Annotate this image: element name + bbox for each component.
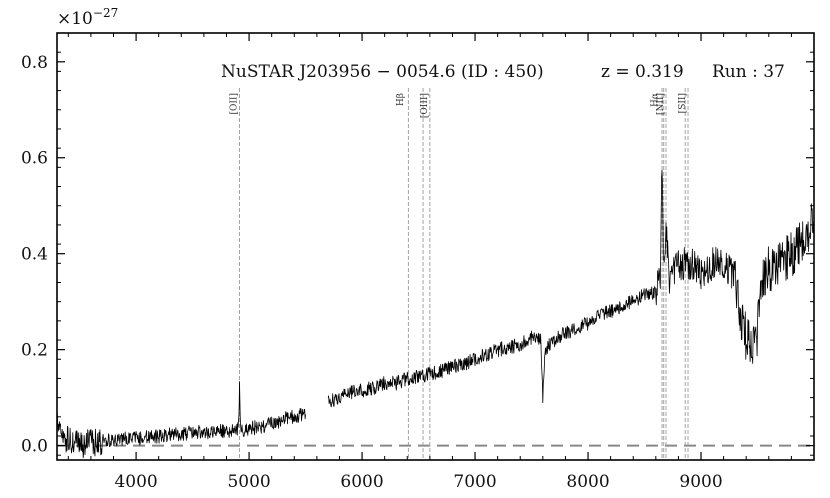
emission-line-label: [OIII] — [420, 93, 430, 118]
y-multiplier-exponent: −27 — [93, 6, 118, 20]
y-tick-label: 0.2 — [21, 341, 48, 361]
x-tick-label: 9000 — [679, 472, 722, 492]
x-tick-label: 4000 — [114, 472, 157, 492]
emission-line-label: Hα — [650, 93, 660, 107]
axes-frame — [56, 32, 815, 461]
y-tick-labels: 0.0 0.2 0.4 0.6 0.8 — [21, 53, 48, 457]
spectrum-line — [57, 381, 306, 459]
redshift-label: z = 0.319 — [601, 62, 684, 82]
emission-line-label: Hβ — [396, 93, 406, 106]
plot-area: [OII] Hβ [OIII] Hα[NII] [SII] — [56, 32, 815, 461]
y-tick-label: 0.0 — [21, 437, 48, 457]
x-tick-label: 8000 — [566, 472, 609, 492]
y-multiplier: ×10−27 — [57, 6, 118, 29]
x-tick-label: 7000 — [453, 472, 496, 492]
y-tick-label: 0.8 — [21, 53, 48, 73]
x-tick-label: 5000 — [227, 472, 270, 492]
run-label: Run : 37 — [712, 62, 785, 82]
y-tick-label: 0.6 — [21, 149, 48, 169]
spectrum-line — [327, 169, 814, 408]
y-tick-label: 0.4 — [21, 245, 48, 265]
x-tick-labels: 4000 5000 6000 7000 8000 9000 — [114, 472, 722, 492]
x-tick-label: 6000 — [340, 472, 383, 492]
y-multiplier-base: ×10 — [57, 9, 93, 29]
chart-title: NuSTAR J203956 − 0054.6 (ID : 450) — [221, 62, 544, 82]
emission-line-label: [SII] — [678, 93, 688, 113]
emission-line-label: [OII] — [229, 93, 239, 115]
spectrum-series — [57, 169, 814, 459]
emission-line-label: [NII] — [656, 93, 666, 115]
